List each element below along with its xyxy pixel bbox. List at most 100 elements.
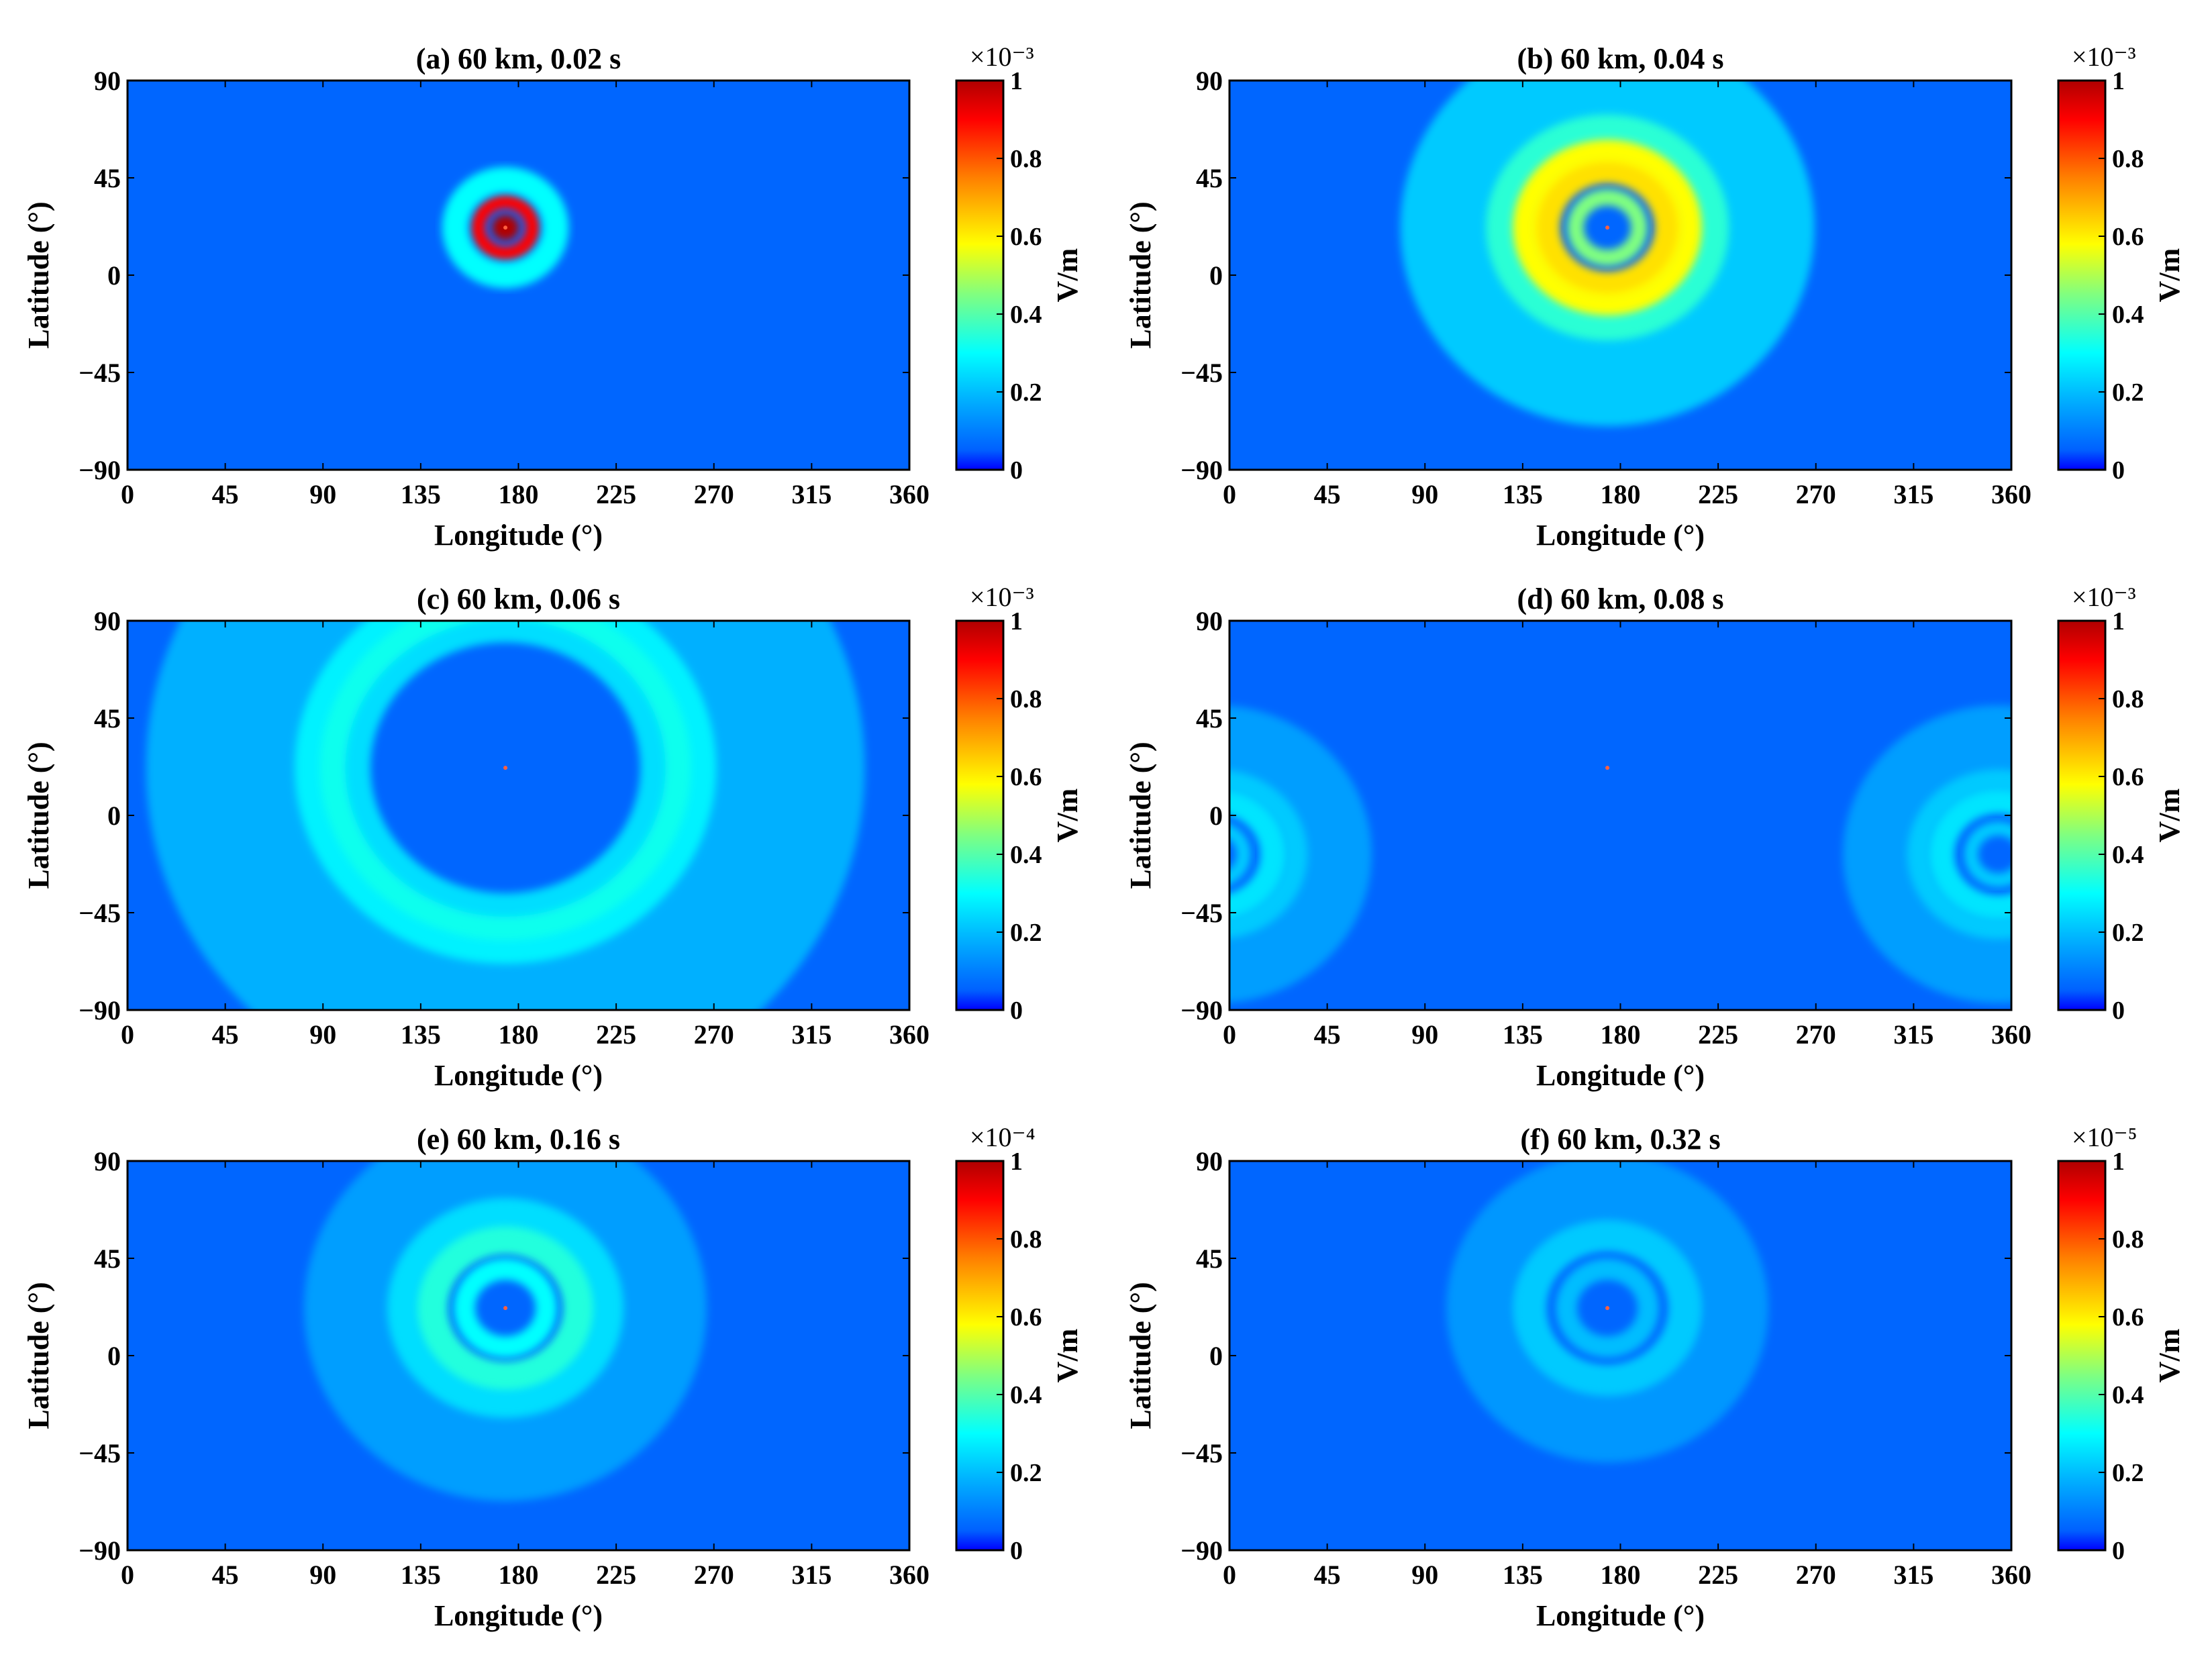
field-ring [1923, 782, 2011, 926]
field-ring [1567, 189, 1648, 266]
x-tick-label: 225 [596, 1560, 636, 1590]
field-ring [146, 621, 865, 1010]
x-tick-label: 45 [1314, 479, 1341, 509]
y-tick-label: −90 [1180, 1535, 1223, 1566]
colorbar-tick-label: 0.6 [2112, 223, 2144, 251]
y-axis-label: Latitude (°) [1124, 1282, 1157, 1429]
y-tick-label: 0 [107, 1341, 121, 1371]
y-axis-label: Latitude (°) [22, 742, 55, 889]
x-tick-label: 135 [401, 479, 441, 509]
heatmap-field [1229, 705, 2011, 1003]
colorbar-tick-label: 0 [1010, 1537, 1023, 1565]
colorbar-tick-label: 1 [2112, 607, 2125, 636]
x-tick-label: 180 [1601, 1560, 1641, 1590]
x-tick-label: 0 [121, 1560, 134, 1590]
y-tick-label: −90 [1180, 995, 1223, 1025]
y-tick-label: 45 [94, 163, 121, 193]
y-axis-label: Latitude (°) [22, 201, 55, 348]
x-tick-label: 90 [309, 1019, 336, 1050]
panel-f: (f) 60 km, 0.32 s 0 45 90 135 180 225 270 315 360… [1124, 1122, 2186, 1632]
x-tick-label: 0 [121, 1019, 134, 1050]
x-axis-label: Longitude (°) [1536, 1059, 1705, 1092]
colorbar-multiplier: ×10⁻³ [970, 582, 1034, 612]
colorbar-unit: V/m [1051, 248, 1084, 303]
field-ring [1229, 783, 1291, 925]
panel-title: (e) 60 km, 0.16 s [417, 1123, 620, 1156]
x-tick-label: 135 [1503, 479, 1543, 509]
colorbar-tick-label: 0.8 [1010, 145, 1042, 173]
x-tick-label: 360 [889, 479, 929, 509]
y-tick-label: −45 [79, 358, 121, 388]
x-tick-label: 45 [212, 479, 239, 509]
panel-title: (b) 60 km, 0.04 s [1517, 42, 1723, 75]
colorbar-unit: V/m [2153, 789, 2186, 843]
colorbar-tick-label: 0.2 [2112, 919, 2144, 947]
colorbar-unit: V/m [1051, 789, 1084, 843]
colorbar-tick-label: 0.2 [1010, 919, 1042, 947]
x-tick-label: 270 [1796, 1019, 1836, 1050]
x-tick-label: 270 [694, 1560, 734, 1590]
colorbar-tick-label: 0.6 [1010, 1303, 1042, 1331]
y-tick-label: −45 [1180, 1438, 1223, 1468]
colorbar-tick-label: 1 [2112, 67, 2125, 95]
colorbar-tick-label: 0 [2112, 1537, 2125, 1565]
y-tick-label: 45 [1196, 163, 1223, 193]
y-tick-label: −45 [1180, 898, 1223, 928]
y-tick-label: 90 [94, 1146, 121, 1176]
colorbar-unit: V/m [2153, 248, 2186, 303]
colorbar-multiplier: ×10⁻³ [970, 42, 1034, 72]
x-tick-label: 225 [1698, 1019, 1738, 1050]
x-tick-label: 315 [1893, 1560, 1933, 1590]
x-tick-label: 45 [1314, 1019, 1341, 1050]
field-ring [1229, 823, 1251, 885]
x-axis-label: Longitude (°) [434, 519, 603, 552]
field-ring [0, 497, 9, 1038]
y-tick-label: −90 [79, 995, 121, 1025]
colorbar-frame [955, 79, 1005, 471]
y-tick-label: −90 [1180, 455, 1223, 485]
x-tick-label: 90 [1411, 1560, 1438, 1590]
colorbar-tick-label: 0.4 [1010, 301, 1042, 329]
y-tick-label: −45 [1180, 358, 1223, 388]
y-tick-label: 0 [1209, 801, 1223, 831]
colorbar-tick-label: 0.2 [2112, 378, 2144, 407]
field-ring [1964, 821, 2011, 888]
y-tick-label: −45 [79, 1438, 121, 1468]
colorbar-tick-label: 0 [1010, 997, 1023, 1025]
x-tick-label: 315 [1893, 1019, 1933, 1050]
heatmap-field [442, 166, 569, 289]
y-tick-label: 90 [1196, 1146, 1223, 1176]
x-tick-label: 360 [889, 1019, 929, 1050]
colorbar-tick-label: 0.8 [2112, 145, 2144, 173]
x-tick-label: 225 [596, 479, 636, 509]
panel-title: (f) 60 km, 0.32 s [1520, 1123, 1720, 1156]
x-tick-label: 360 [1991, 479, 2031, 509]
x-tick-label: 0 [121, 479, 134, 509]
field-ring [470, 194, 540, 261]
colorbar-tick-label: 0.2 [1010, 1459, 1042, 1487]
panel-c: (c) 60 km, 0.06 s 0 45 90 135 180 225 270 315 360… [0, 497, 1084, 1092]
field-ring [304, 1161, 707, 1501]
colorbar-tick-label: 1 [2112, 1148, 2125, 1176]
heatmap-field [1400, 81, 1815, 426]
colorbar-frame [2057, 1160, 2107, 1552]
panel-b: (b) 60 km, 0.04 s 0 45 90 135 180 225 270 315 360… [1124, 42, 2186, 552]
x-tick-label: 180 [499, 1019, 539, 1050]
x-tick-label: 0 [1223, 1560, 1236, 1590]
y-tick-label: 45 [94, 1244, 121, 1274]
y-tick-label: 0 [1209, 1341, 1223, 1371]
panel-a: (a) 60 km, 0.02 s 0 45 90 135 180 225 270 315 360… [22, 42, 1084, 552]
y-axis-label: Latitude (°) [1124, 201, 1157, 348]
x-tick-label: 225 [1698, 1560, 1738, 1590]
source-marker [1605, 225, 1610, 230]
colorbar-multiplier: ×10⁻⁵ [2072, 1122, 2138, 1152]
y-tick-label: −45 [79, 898, 121, 928]
colorbar-unit: V/m [2153, 1329, 2186, 1383]
y-tick-label: 45 [1196, 1244, 1223, 1274]
y-tick-label: 0 [1209, 260, 1223, 291]
panel-title: (c) 60 km, 0.06 s [417, 583, 620, 615]
y-tick-label: 45 [94, 703, 121, 734]
x-tick-label: 0 [1223, 1019, 1236, 1050]
colorbar [2058, 81, 2105, 470]
x-tick-label: 270 [1796, 1560, 1836, 1590]
